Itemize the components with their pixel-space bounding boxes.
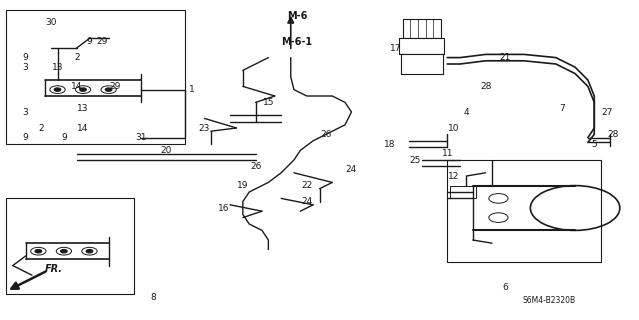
- Text: 24: 24: [301, 197, 312, 206]
- Text: 23: 23: [199, 124, 210, 132]
- Text: 6: 6: [502, 284, 507, 292]
- Text: 13: 13: [77, 104, 89, 113]
- Text: 9: 9: [61, 133, 66, 142]
- Text: 4: 4: [464, 108, 469, 116]
- Text: 7: 7: [560, 104, 565, 113]
- Text: 31: 31: [135, 133, 146, 142]
- Text: 11: 11: [442, 149, 453, 158]
- Bar: [447, 160, 601, 262]
- Text: 5: 5: [592, 140, 597, 148]
- Text: 9: 9: [87, 37, 92, 46]
- Text: 24: 24: [346, 165, 357, 174]
- Text: 17: 17: [390, 44, 402, 52]
- Text: M-6: M-6: [287, 11, 307, 21]
- Text: 25: 25: [410, 156, 421, 164]
- Text: 14: 14: [71, 82, 82, 91]
- Bar: [450, 186, 476, 198]
- Text: 30: 30: [45, 18, 57, 27]
- Text: 9: 9: [23, 133, 28, 142]
- Bar: [6, 10, 185, 144]
- Text: 15: 15: [263, 98, 274, 107]
- Circle shape: [105, 88, 112, 91]
- Text: 28: 28: [608, 130, 619, 139]
- Text: 19: 19: [237, 181, 249, 190]
- Text: 29: 29: [96, 37, 108, 46]
- Circle shape: [80, 88, 86, 91]
- Text: 2: 2: [74, 53, 79, 62]
- Text: 2: 2: [39, 124, 44, 132]
- Text: 1: 1: [189, 85, 194, 94]
- Text: S6M4-B2320B: S6M4-B2320B: [523, 296, 576, 305]
- Bar: [6, 198, 134, 294]
- Circle shape: [86, 250, 93, 253]
- Text: 20: 20: [160, 146, 172, 155]
- Text: 26: 26: [250, 162, 261, 171]
- Circle shape: [61, 250, 67, 253]
- Text: 10: 10: [448, 124, 459, 132]
- Bar: [401, 54, 443, 74]
- Text: 3: 3: [23, 63, 28, 72]
- Text: 21: 21: [499, 53, 511, 62]
- Text: 3: 3: [23, 108, 28, 116]
- Text: 16: 16: [218, 204, 229, 212]
- Text: 26: 26: [320, 130, 332, 139]
- Text: 18: 18: [384, 140, 396, 148]
- Text: 28: 28: [480, 82, 491, 91]
- Circle shape: [54, 88, 61, 91]
- Text: 12: 12: [448, 172, 459, 180]
- Text: 13: 13: [52, 63, 63, 72]
- Text: 9: 9: [23, 53, 28, 62]
- Text: 8: 8: [151, 293, 156, 302]
- Text: M-6-1: M-6-1: [282, 36, 312, 47]
- Text: 27: 27: [601, 108, 613, 116]
- Text: 22: 22: [301, 181, 312, 190]
- Text: FR.: FR.: [45, 264, 63, 274]
- Bar: [403, 19, 441, 38]
- Text: 14: 14: [77, 124, 89, 132]
- Bar: [399, 38, 444, 54]
- Circle shape: [35, 250, 42, 253]
- Text: 29: 29: [109, 82, 121, 91]
